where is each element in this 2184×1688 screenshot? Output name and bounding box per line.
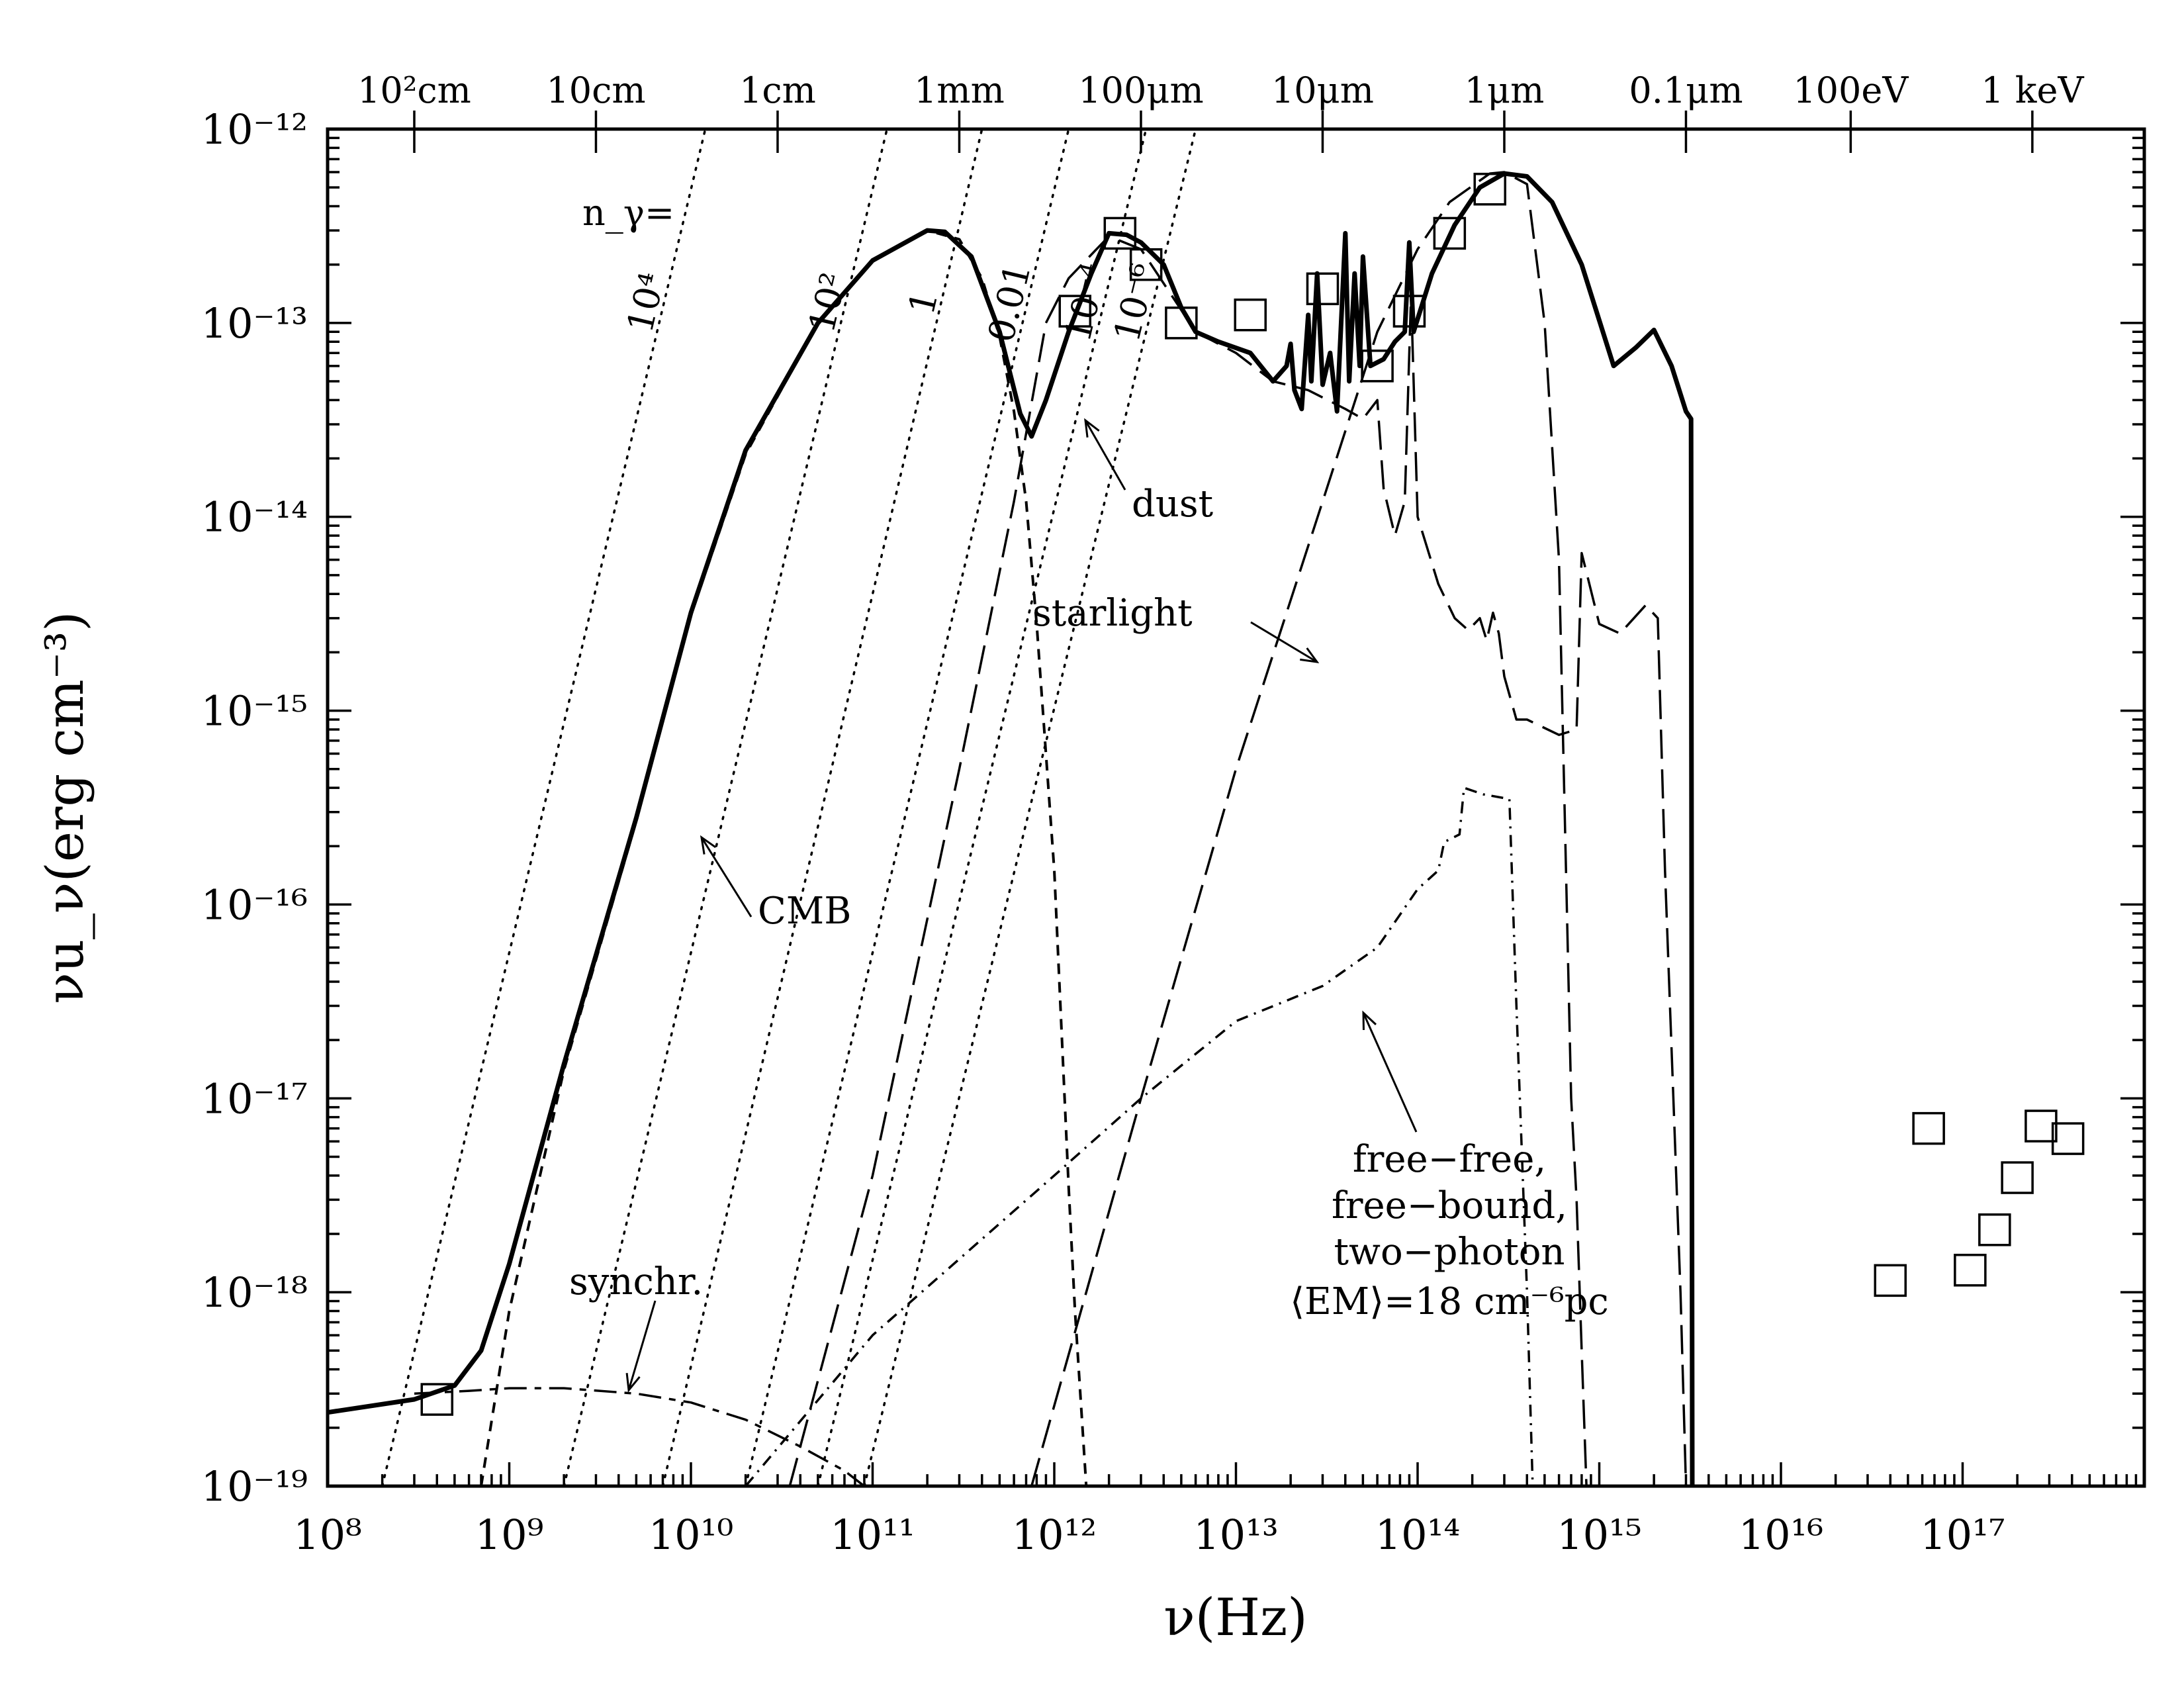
annotation-dust: dust	[1132, 483, 1214, 526]
data-point-square	[1954, 1254, 1987, 1287]
data-point-square	[2051, 1122, 2085, 1155]
top-tick-label: 1 keV	[1981, 70, 2084, 111]
annotation-free-free: free−free,	[1353, 1138, 1546, 1181]
data-point-square	[2025, 1109, 2058, 1143]
data-point-square	[1129, 248, 1163, 281]
x-tick-label: 10¹⁴	[1375, 1511, 1461, 1559]
data-point-square	[2001, 1161, 2034, 1194]
top-tick-label: 1mm	[914, 70, 1005, 111]
top-tick-label: 100eV	[1793, 70, 1909, 111]
top-tick-label: 10²cm	[357, 70, 471, 111]
x-tick-label: 10¹¹	[830, 1511, 915, 1559]
annotation-arrow	[700, 837, 752, 917]
photon-density-line	[381, 128, 707, 1487]
photon-density-label: 10²	[801, 269, 855, 337]
data-point-square	[1234, 298, 1267, 332]
x-tick-label: 10¹³	[1193, 1511, 1279, 1559]
y-tick-label: 10⁻¹⁷	[201, 1074, 308, 1123]
top-tick-label: 1μm	[1465, 70, 1545, 111]
x-tick-label: 10¹⁷	[1920, 1511, 2005, 1559]
series-line-5	[414, 1387, 865, 1487]
y-tick-label: 10⁻¹²	[201, 105, 308, 154]
top-tick-label: 10cm	[546, 70, 645, 111]
x-tick-label: 10¹⁰	[649, 1511, 734, 1559]
x-tick-label: 10¹²	[1012, 1511, 1097, 1559]
annotation-arrowhead	[700, 835, 717, 855]
annotation-arrowhead	[1084, 418, 1100, 438]
data-point-square	[1361, 350, 1394, 383]
annotation-free-bound: free−bound,	[1332, 1184, 1567, 1227]
data-point-square	[1306, 272, 1340, 306]
y-tick-label: 10⁻¹⁸	[201, 1268, 308, 1317]
x-tick-label: 10⁸	[293, 1511, 362, 1559]
annotation-starlight: starlight	[1032, 592, 1193, 635]
series-line-0	[327, 171, 1695, 1487]
data-point-square	[1473, 172, 1506, 206]
y-tick-label: 10⁻¹⁶	[201, 880, 308, 929]
annotation-cmb: CMB	[758, 890, 851, 933]
data-point-square	[1978, 1213, 2011, 1246]
photon-density-line	[744, 128, 1070, 1487]
top-tick-label: 100μm	[1078, 70, 1203, 111]
annotation-arrow	[1250, 621, 1318, 663]
x-tick-label: 10⁹	[475, 1511, 544, 1559]
photon-density-label: 0.01	[980, 259, 1039, 346]
annotation-arrowhead	[1362, 1010, 1377, 1031]
annotation-arrow	[627, 1300, 657, 1391]
photon-density-label: 10⁴	[619, 269, 673, 337]
y-tick-label: 10⁻¹³	[201, 299, 308, 348]
annotation-synchr: synchr.	[569, 1260, 703, 1303]
data-point-square	[1103, 216, 1137, 250]
data-point-square	[1912, 1111, 1945, 1145]
series-line-1	[480, 229, 1088, 1487]
annotation-two-photon: two−photon	[1334, 1231, 1565, 1274]
top-tick-label: 1cm	[739, 70, 816, 111]
photon-density-line	[563, 128, 888, 1487]
annotation-arrow	[1084, 420, 1126, 491]
annotation-arrow	[1362, 1012, 1418, 1133]
data-point-square	[1165, 306, 1198, 340]
y-tick-label: 10⁻¹⁵	[201, 687, 308, 735]
series-line-4	[745, 786, 1534, 1487]
data-point-square	[1392, 295, 1426, 328]
y-tick-label: 10⁻¹⁹	[201, 1462, 308, 1511]
top-tick-label: 10μm	[1271, 70, 1374, 111]
photon-density-line	[661, 128, 983, 1487]
annotation-em: ⟨EM⟩=18 cm⁻⁶pc	[1290, 1280, 1609, 1323]
annotation-arrowhead	[625, 1372, 641, 1393]
x-tick-label: 10¹⁶	[1739, 1511, 1824, 1559]
y-tick-label: 10⁻¹⁴	[201, 493, 308, 541]
x-tick-label: 10¹⁵	[1557, 1511, 1642, 1559]
top-tick-label: 0.1μm	[1629, 70, 1743, 111]
x-axis-label: ν(Hz)	[1163, 1588, 1307, 1648]
photon-density-line	[863, 128, 1197, 1487]
data-point-square	[1874, 1264, 1907, 1297]
photon-density-line	[817, 128, 1148, 1487]
n-gamma-label: n_γ=	[582, 192, 674, 234]
y-axis-label: νu_ν(erg cm⁻³)	[36, 611, 95, 1004]
photon-density-label: 1	[900, 287, 946, 318]
data-point-square	[1433, 216, 1467, 250]
data-point-square	[1058, 295, 1092, 328]
plot-frame	[326, 127, 2146, 1488]
series-line-2	[788, 235, 1688, 1487]
data-point-square	[420, 1383, 454, 1416]
annotation-arrowhead	[1300, 647, 1320, 663]
